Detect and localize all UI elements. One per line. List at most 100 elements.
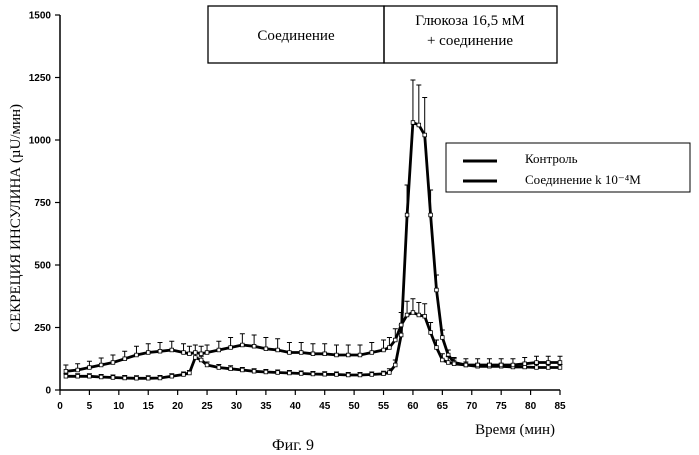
x-tick-label: 5 [87,401,93,412]
data-point [311,352,315,356]
x-tick-label: 55 [378,401,390,412]
data-point [388,371,392,375]
data-point [64,369,68,373]
y-tick-label: 1250 [29,73,52,84]
x-tick-label: 45 [319,401,331,412]
data-point [76,374,80,378]
data-point [241,343,245,347]
data-point [252,344,256,348]
x-tick-label: 20 [172,401,184,412]
x-tick-label: 85 [554,401,566,412]
x-tick-label: 80 [525,401,537,412]
data-point [435,288,439,292]
y-tick-label: 500 [34,261,51,272]
data-point [335,353,339,357]
x-tick-label: 25 [201,401,213,412]
data-point [217,348,221,352]
data-point [299,372,303,376]
data-point [411,121,415,125]
data-point [193,356,197,360]
x-tick-label: 50 [349,401,361,412]
data-point [388,346,392,350]
series-control [63,80,562,380]
data-point [335,373,339,377]
data-point [411,311,415,315]
data-point [405,313,409,317]
y-tick-label: 0 [45,386,51,397]
data-point [311,372,315,376]
x-axis-ticks: 0510152025303540455055606570758085 [57,390,566,412]
data-point [146,351,150,355]
data-point [264,347,268,351]
data-point [405,213,409,217]
data-point [123,376,127,380]
x-axis-title: Время (мин) [475,422,555,438]
x-tick-label: 35 [260,401,272,412]
data-point [499,363,503,367]
data-point [441,336,445,340]
x-tick-label: 75 [496,401,508,412]
data-point [199,358,203,362]
data-point [111,361,115,365]
data-point [393,363,397,367]
data-point [346,353,350,357]
y-tick-label: 1500 [29,11,52,22]
data-point [382,372,386,376]
data-point [276,348,280,352]
data-point [523,362,527,366]
data-point [135,376,139,380]
x-tick-label: 30 [231,401,243,412]
y-tick-label: 250 [34,323,51,334]
x-tick-label: 65 [437,401,449,412]
data-point [241,368,245,372]
data-point [88,374,92,378]
data-point [546,361,550,365]
legend: Контроль Соединение k 10⁻⁴M [446,143,690,192]
data-point [188,352,192,356]
y-tick-label: 1000 [29,136,52,147]
data-point [429,213,433,217]
data-point [182,373,186,377]
y-axis-title: СЕКРЕЦИЯ ИНСУЛИНА (µU/мин) [8,104,24,332]
data-point [393,338,397,342]
data-point [264,370,268,374]
data-point [288,351,292,355]
data-point [76,368,80,372]
data-point [193,351,197,355]
data-point [170,374,174,378]
data-point [99,363,103,367]
legend-label-control: Контроль [525,151,578,166]
data-point [199,352,203,356]
data-point [64,374,68,378]
data-point [535,366,539,370]
data-point [229,367,233,371]
data-point [399,333,403,337]
data-point [88,366,92,370]
data-point [546,366,550,370]
data-point [446,361,450,365]
data-point [276,371,280,375]
data-point [382,348,386,352]
data-point [535,361,539,365]
data-point [123,357,127,361]
data-point [158,349,162,353]
data-point [558,361,562,365]
x-tick-label: 40 [290,401,302,412]
data-point [452,362,456,366]
data-point [423,133,427,137]
data-point [170,348,174,352]
data-point [488,363,492,367]
data-point [464,363,468,367]
data-point [323,352,327,356]
data-point [217,366,221,370]
y-tick-label: 750 [34,198,51,209]
x-tick-label: 15 [143,401,155,412]
data-point [417,123,421,127]
data-point [423,314,427,318]
series-line [66,313,560,372]
data-point [476,363,480,367]
data-point [252,369,256,373]
data-point [158,376,162,380]
condition-box-glucose-line2: + соединение [427,33,513,49]
